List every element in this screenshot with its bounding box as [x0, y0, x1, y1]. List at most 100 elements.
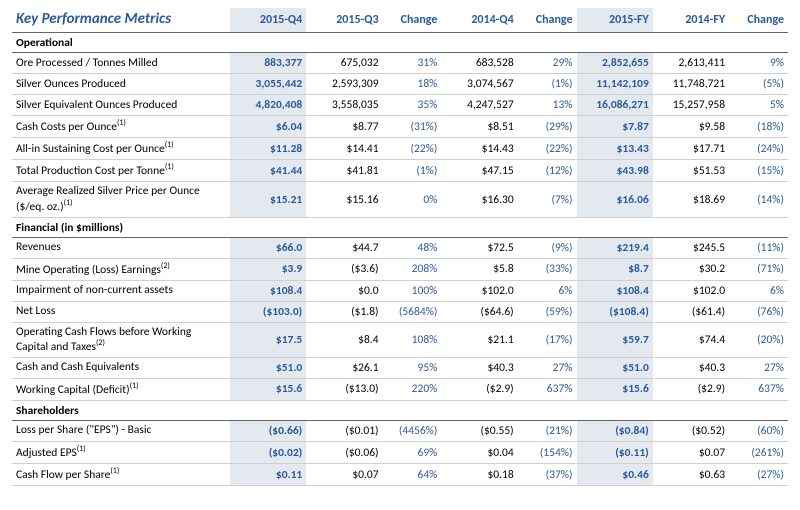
cell: ($0.11) — [577, 442, 653, 464]
cell: 108% — [383, 322, 442, 357]
row-label: Cash Flow per Share(1) — [12, 464, 230, 486]
cell: (261%) — [729, 442, 788, 464]
cell: ($13.0) — [306, 378, 382, 400]
cell: 48% — [383, 237, 442, 258]
cell: (76%) — [729, 301, 788, 322]
cell: $44.7 — [306, 237, 382, 258]
section-header: Financial (in $millions) — [12, 217, 788, 237]
col-header: 2015-Q3 — [306, 8, 382, 33]
cell: $13.43 — [577, 138, 653, 160]
footnote-ref: (1) — [130, 381, 139, 391]
cell: $21.1 — [441, 322, 517, 357]
cell: $15.16 — [306, 182, 382, 217]
cell: $8.4 — [306, 322, 382, 357]
cell: 31% — [383, 53, 442, 74]
cell: $8.7 — [577, 258, 653, 280]
cell: (12%) — [518, 160, 577, 182]
cell: $0.07 — [653, 442, 729, 464]
col-header: Change — [729, 8, 788, 33]
cell: 27% — [518, 357, 577, 378]
table-row: Mine Operating (Loss) Earnings(2)$3.9($3… — [12, 258, 788, 280]
cell: (18%) — [729, 116, 788, 138]
cell: $59.7 — [577, 322, 653, 357]
cell: $8.77 — [306, 116, 382, 138]
cell: $15.6 — [577, 378, 653, 400]
cell: ($3.6) — [306, 258, 382, 280]
cell: ($108.4) — [577, 301, 653, 322]
cell: $14.43 — [441, 138, 517, 160]
row-label: Adjusted EPS(1) — [12, 442, 230, 464]
cell: ($61.4) — [653, 301, 729, 322]
cell: 2,593,309 — [306, 74, 382, 95]
row-label: Cash Costs per Ounce(1) — [12, 116, 230, 138]
cell: $51.0 — [230, 357, 306, 378]
cell: $74.4 — [653, 322, 729, 357]
section-title: Operational — [12, 33, 788, 53]
footnote-ref: (2) — [96, 338, 105, 348]
cell: (9%) — [518, 237, 577, 258]
cell: 0% — [383, 182, 442, 217]
cell: $219.4 — [577, 237, 653, 258]
footnote-ref: (1) — [77, 444, 86, 454]
table-row: Working Capital (Deficit)(1)$15.6($13.0)… — [12, 378, 788, 400]
cell: $17.71 — [653, 138, 729, 160]
col-header: 2015-FY — [577, 8, 653, 33]
cell: (60%) — [729, 421, 788, 442]
cell: $245.5 — [653, 237, 729, 258]
cell: $0.18 — [441, 464, 517, 486]
cell: $40.3 — [653, 357, 729, 378]
cell: $6.04 — [230, 116, 306, 138]
cell: 27% — [729, 357, 788, 378]
cell: 2,613,411 — [653, 53, 729, 74]
cell: (1%) — [518, 74, 577, 95]
row-label: Impairment of non-current assets — [12, 280, 230, 301]
cell: (27%) — [729, 464, 788, 486]
row-label: Silver Ounces Produced — [12, 74, 230, 95]
row-label: Operating Cash Flows before Working Capi… — [12, 322, 230, 357]
cell: $108.4 — [577, 280, 653, 301]
cell: $17.5 — [230, 322, 306, 357]
table-row: Operating Cash Flows before Working Capi… — [12, 322, 788, 357]
cell: (15%) — [729, 160, 788, 182]
table-row: Ore Processed / Tonnes Milled883,377675,… — [12, 53, 788, 74]
cell: $3.9 — [230, 258, 306, 280]
cell: $0.11 — [230, 464, 306, 486]
cell: ($2.9) — [441, 378, 517, 400]
table-row: Silver Equivalent Ounces Produced4,820,4… — [12, 95, 788, 116]
cell: $26.1 — [306, 357, 382, 378]
cell: (71%) — [729, 258, 788, 280]
cell: 5% — [729, 95, 788, 116]
cell: 64% — [383, 464, 442, 486]
cell: $108.4 — [230, 280, 306, 301]
cell: (59%) — [518, 301, 577, 322]
row-label: Average Realized Silver Price per Ounce … — [12, 182, 230, 217]
cell: 637% — [518, 378, 577, 400]
cell: 4,247,527 — [441, 95, 517, 116]
cell: (5684%) — [383, 301, 442, 322]
cell: $15.6 — [230, 378, 306, 400]
footnote-ref: (1) — [165, 162, 174, 172]
cell: (11%) — [729, 237, 788, 258]
cell: (1%) — [383, 160, 442, 182]
cell: $40.3 — [441, 357, 517, 378]
cell: (20%) — [729, 322, 788, 357]
footnote-ref: (1) — [117, 118, 126, 128]
section-title: Financial (in $millions) — [12, 217, 788, 237]
table-row: Cash Flow per Share(1)$0.11$0.0764%$0.18… — [12, 464, 788, 486]
cell: $16.06 — [577, 182, 653, 217]
cell: $41.44 — [230, 160, 306, 182]
cell: $51.53 — [653, 160, 729, 182]
col-header: 2014-Q4 — [441, 8, 517, 33]
cell: 208% — [383, 258, 442, 280]
cell: 4,820,408 — [230, 95, 306, 116]
cell: (22%) — [383, 138, 442, 160]
cell: $102.0 — [653, 280, 729, 301]
cell: $5.8 — [441, 258, 517, 280]
cell: 683,528 — [441, 53, 517, 74]
cell: 11,748,721 — [653, 74, 729, 95]
table-row: All-in Sustaining Cost per Ounce(1)$11.2… — [12, 138, 788, 160]
cell: $41.81 — [306, 160, 382, 182]
footnote-ref: (2) — [161, 261, 170, 271]
cell: (14%) — [729, 182, 788, 217]
row-label: Total Production Cost per Tonne(1) — [12, 160, 230, 182]
